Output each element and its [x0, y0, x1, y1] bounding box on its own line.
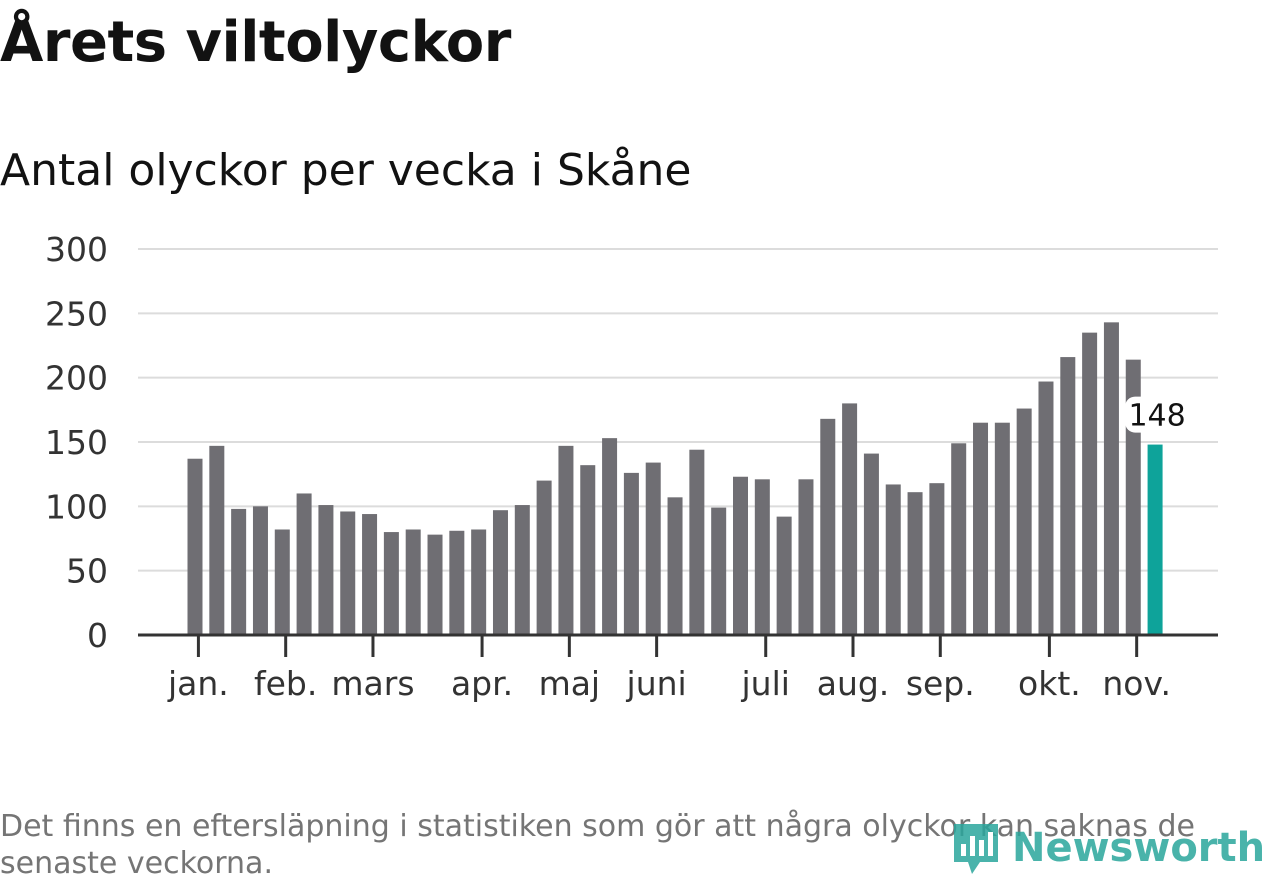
bar	[602, 438, 618, 635]
bar	[776, 516, 792, 635]
bar	[274, 529, 290, 635]
bar	[929, 483, 945, 635]
brand-name: Newsworthy	[1012, 825, 1262, 871]
bar	[252, 506, 268, 635]
bar	[580, 465, 596, 635]
data-label-background	[1125, 396, 1186, 433]
bars	[187, 322, 1163, 635]
x-tick-label: okt.	[1018, 664, 1081, 703]
bar	[187, 458, 203, 635]
y-tick-label: 200	[45, 359, 108, 398]
bar	[842, 403, 858, 635]
bar	[1082, 332, 1098, 635]
bar	[667, 497, 683, 635]
bar	[907, 492, 923, 635]
bar	[449, 530, 465, 635]
bar-highlight	[1147, 444, 1163, 635]
bar	[623, 472, 639, 635]
y-axis-tick-labels: 0 50 100 150 200 250 300	[45, 230, 108, 655]
y-tick-label: 250	[45, 294, 108, 333]
bar	[1038, 381, 1054, 635]
x-tick-label: aug.	[817, 664, 890, 703]
brand-logo: Newsworthy	[950, 818, 1262, 878]
bar	[994, 422, 1010, 635]
y-tick-label: 150	[45, 423, 108, 462]
chart-title: Årets viltolyckor	[0, 10, 511, 75]
bar	[296, 493, 312, 635]
bar	[689, 449, 705, 635]
x-tick-label: nov.	[1102, 664, 1171, 703]
bar	[820, 418, 836, 635]
bar	[514, 505, 530, 635]
bar	[711, 507, 727, 635]
x-tick-label: mars	[331, 664, 414, 703]
x-tick-label: juli	[741, 664, 790, 703]
y-tick-label: 100	[45, 487, 108, 526]
bar	[798, 479, 814, 635]
bar	[645, 462, 661, 635]
bar	[427, 534, 443, 635]
bar	[383, 532, 399, 635]
x-axis	[138, 633, 1218, 657]
x-tick-label: jan.	[167, 664, 229, 703]
bar	[318, 505, 334, 635]
newsworthy-logo-icon	[954, 824, 998, 874]
chart-subtitle: Antal olyckor per vecka i Skåne	[0, 145, 692, 196]
x-axis-tick-labels: jan. feb. mars apr. maj juni juli aug. sep. okt. n…	[167, 664, 1171, 703]
bar	[1103, 322, 1119, 635]
bar	[973, 422, 989, 635]
bar	[885, 484, 901, 635]
y-tick-label: 300	[45, 230, 108, 269]
bar	[754, 479, 770, 635]
x-tick-label: juni	[626, 664, 687, 703]
bar	[558, 445, 574, 635]
data-labels: 148	[1125, 396, 1186, 434]
bar	[1060, 357, 1076, 635]
y-tick-label: 0	[87, 616, 108, 655]
x-tick-label: feb.	[254, 664, 317, 703]
x-tick-label: apr.	[451, 664, 513, 703]
data-label: 148	[1128, 399, 1185, 434]
bar	[231, 508, 247, 635]
x-tick-label: sep.	[906, 664, 975, 703]
bar	[536, 480, 552, 635]
bar	[733, 476, 748, 635]
bar	[209, 445, 225, 635]
bar	[1016, 408, 1032, 635]
bar	[951, 443, 967, 635]
bar	[340, 511, 356, 635]
bar	[863, 453, 879, 635]
bar	[405, 529, 421, 635]
bar	[362, 514, 378, 635]
y-tick-label: 50	[66, 552, 108, 591]
bar	[492, 510, 508, 635]
x-tick-label: maj	[539, 664, 601, 703]
bar	[471, 529, 487, 635]
